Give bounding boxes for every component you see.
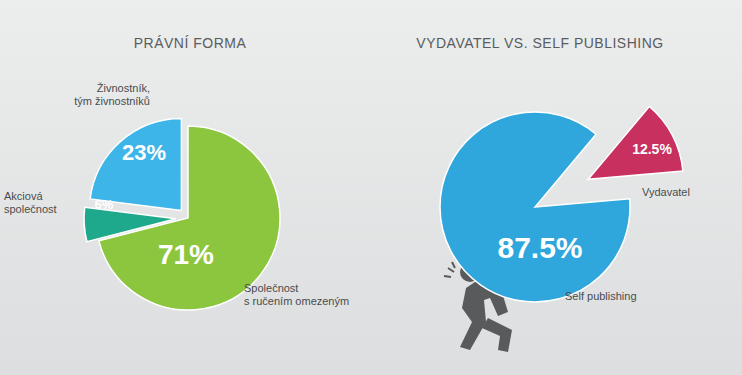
category-label-line: Živnostník, — [97, 82, 150, 94]
slices — [440, 107, 683, 302]
category-label-line: společnost — [4, 203, 57, 215]
data-label: 12.5% — [632, 141, 672, 157]
category-label: Akciováspolečnost — [4, 190, 57, 215]
data-label: 87.5% — [497, 231, 582, 264]
category-label: Vydavatel — [642, 186, 690, 198]
chart-title: PRÁVNÍ FORMA — [134, 35, 247, 51]
pie-slice — [84, 207, 176, 241]
category-label-line: Akciová — [4, 190, 43, 202]
category-label: Společnosts ručením omezeným — [244, 282, 349, 307]
chart-title: VYDAVATEL VS. SELF PUBLISHING — [416, 35, 663, 51]
figure-strain — [444, 262, 455, 277]
category-label-line: s ručením omezeným — [244, 295, 349, 307]
pie-slice — [440, 112, 630, 302]
pie-chart: PRÁVNÍ FORMA 71% 6% 23% Společnosts ručením … — [4, 35, 349, 310]
category-label-line: tým živnostníků — [74, 95, 150, 107]
category-label: Self publishing — [565, 290, 637, 302]
category-label: Živnostník,tým živnostníků — [74, 82, 150, 107]
data-label: 6% — [95, 197, 114, 212]
data-label: 23% — [122, 140, 166, 165]
category-label-line: Vydavatel — [642, 186, 690, 198]
category-label-line: Self publishing — [565, 290, 637, 302]
data-label: 71% — [158, 239, 214, 270]
figure-leg — [482, 318, 512, 352]
pie-slice — [588, 107, 683, 180]
pie-chart: VYDAVATEL VS. SELF PUBLISHING 87.5% 12.5% S… — [416, 35, 690, 302]
chart-canvas: PRÁVNÍ FORMA 71% 6% 23% Společnosts ručením … — [0, 0, 742, 375]
category-label-line: Společnost — [244, 282, 298, 294]
